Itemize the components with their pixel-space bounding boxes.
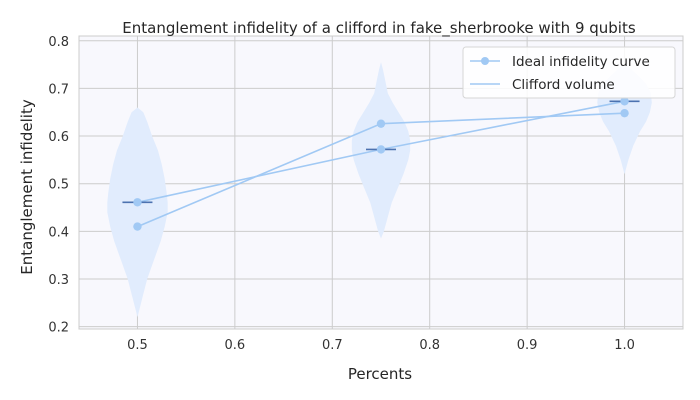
violin-shape	[107, 107, 168, 318]
x-tick-label: 0.8	[419, 338, 440, 353]
data-point	[376, 145, 386, 154]
y-tick-label: 0.8	[48, 35, 69, 50]
y-tick-label: 0.7	[48, 82, 69, 97]
y-tick-label: 0.2	[48, 321, 69, 336]
x-axis-title: Percents	[348, 365, 412, 383]
chart-title: Entanglement infidelity of a clifford in…	[122, 19, 636, 38]
plot-border	[78, 35, 684, 330]
legend-box	[462, 46, 676, 99]
y-tick-label: 0.6	[48, 130, 69, 145]
data-point	[620, 108, 629, 118]
x-tick-label: 0.6	[225, 338, 246, 353]
y-axis-title: Entanglement infidelity	[18, 99, 36, 275]
data-point	[620, 97, 629, 106]
y-tick-label: 0.3	[48, 273, 69, 288]
data-point	[133, 222, 142, 231]
x-tick-label: 1.0	[614, 338, 635, 353]
legend-label-clifford: Clifford volume	[512, 77, 615, 93]
series-markers	[133, 97, 629, 231]
data-point	[133, 198, 142, 207]
legend: Ideal infidelity curve Clifford volume	[462, 46, 676, 99]
y-tick-label: 0.5	[48, 178, 69, 193]
y-tick-labels: 0.2 0.3 0.4 0.5 0.6 0.7 0.8	[48, 35, 69, 336]
x-tick-labels: 0.5 0.6 0.7 0.8 0.9 1.0	[127, 338, 635, 353]
data-point	[376, 119, 386, 128]
x-tick-label: 0.9	[517, 338, 538, 353]
legend-marker-ideal	[481, 57, 489, 65]
x-tick-label: 0.7	[322, 338, 343, 353]
x-tick-label: 0.5	[127, 338, 148, 353]
y-tick-label: 0.4	[48, 225, 69, 240]
legend-label-ideal: Ideal infidelity curve	[512, 54, 650, 70]
